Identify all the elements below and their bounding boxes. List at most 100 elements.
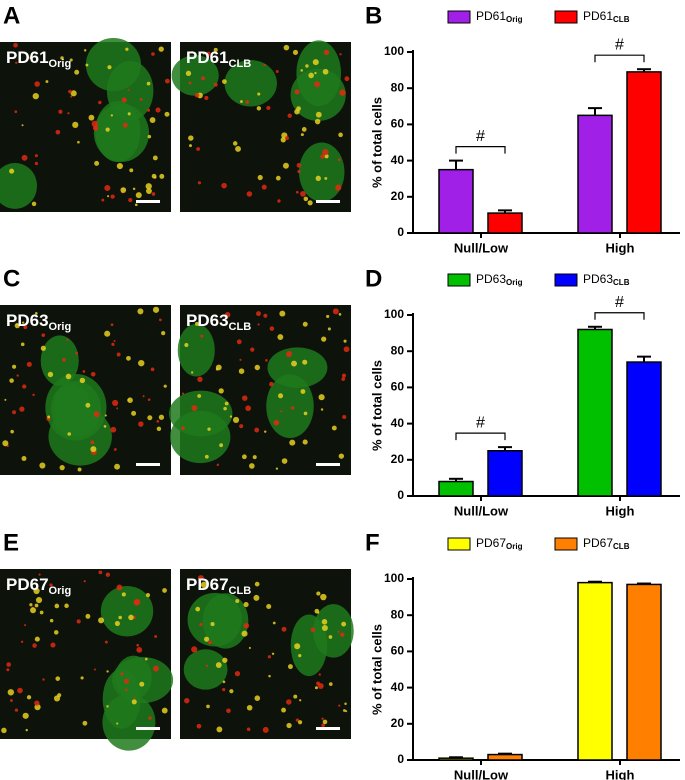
significance-bracket [594,312,645,320]
mitochondria [200,581,208,588]
mitochondria [207,427,211,431]
mitochondria [70,95,73,98]
mitochondria [156,426,162,432]
significance-mark: # [476,128,485,145]
mitochondria [253,594,260,601]
mitochondria [314,118,321,125]
mitochondria [239,424,244,429]
mitochondria [317,611,320,614]
mitochondria [273,419,280,426]
significance-mark: # [476,414,485,431]
bar [577,114,613,234]
mitochondria [98,100,102,105]
mitochondria [16,374,19,377]
mitochondria [216,463,220,467]
mitochondria [126,355,131,361]
mitochondria [153,665,159,672]
mitochondria [314,71,317,75]
mitochondria [104,640,108,644]
mitochondria [238,368,245,374]
legend-swatch [554,273,578,287]
mitochondria [94,160,100,166]
mitochondria [35,596,43,604]
mitochondria [269,381,274,387]
mitochondria [320,154,325,159]
mitochondria [34,161,39,166]
mitochondria [318,394,325,401]
mitochondria [262,726,269,733]
mitochondria [2,440,9,447]
y-tick-label: 20 [391,189,405,203]
bar [438,168,474,234]
mitochondria [31,201,37,207]
mitochondria [246,704,253,711]
mitochondria [342,414,347,419]
mitochondria [42,678,45,681]
mitochondria [245,100,250,104]
mitochondria [185,70,192,76]
mitochondria [245,405,251,412]
mitochondria [257,92,261,96]
mitochondria [326,314,330,319]
mitochondria [107,65,112,70]
mitochondria [281,626,287,632]
mitochondria [26,361,32,367]
micrograph [0,305,171,475]
mitochondria [127,112,131,116]
mitochondria [300,133,304,137]
mitochondria [114,621,120,627]
scale-bar [316,200,340,203]
bar [626,583,662,761]
mitochondria [111,342,115,346]
y-tick-label: 60 [391,644,405,658]
mitochondria [152,155,158,161]
mitochondria [328,635,333,639]
panel-label: C [3,265,20,292]
mitochondria [275,70,279,73]
mitochondria [15,323,18,326]
legend-name: PD63 [583,272,613,286]
mitochondria [323,49,330,55]
mitochondria [321,717,324,720]
mitochondria [91,120,98,128]
mitochondria [232,141,238,146]
y-tick-label: 100 [384,571,404,585]
mitochondria [113,339,116,342]
y-tick-label: 0 [397,752,404,766]
mitochondria [197,394,202,398]
mitochondria [241,630,248,637]
mitochondria [7,689,15,696]
x-tick-label: High [606,767,635,780]
y-tick-label: 20 [391,452,405,466]
mitochondria [300,389,306,394]
mitochondria [47,371,54,378]
mitochondria [133,599,140,606]
image-caption-sub: CLB [229,585,252,597]
mitochondria [188,135,194,141]
mitochondria [246,191,253,197]
mitochondria [161,331,166,336]
image-caption-sub: Orig [49,321,72,333]
legend-sub: Orig [506,278,523,287]
scale-bar [316,727,340,730]
mitochondria [277,199,281,203]
mitochondria [12,410,16,415]
mitochondria [341,377,346,381]
mitochondria [301,127,307,132]
legend-label: PD67CLB [583,536,630,551]
legend-name: PD67 [476,536,506,550]
mitochondria [283,44,290,51]
nucleus [53,383,91,432]
mitochondria [254,364,261,371]
mitochondria [101,198,105,202]
legend-label: PD63Orig [476,272,523,287]
mitochondria [235,146,241,152]
mitochondria [321,336,327,342]
mitochondria [284,136,289,141]
mitochondria [114,463,121,470]
mitochondria [148,716,152,720]
mitochondria [203,636,210,642]
mitochondria [45,80,49,83]
mitochondria [188,81,192,85]
mitochondria [128,198,133,203]
